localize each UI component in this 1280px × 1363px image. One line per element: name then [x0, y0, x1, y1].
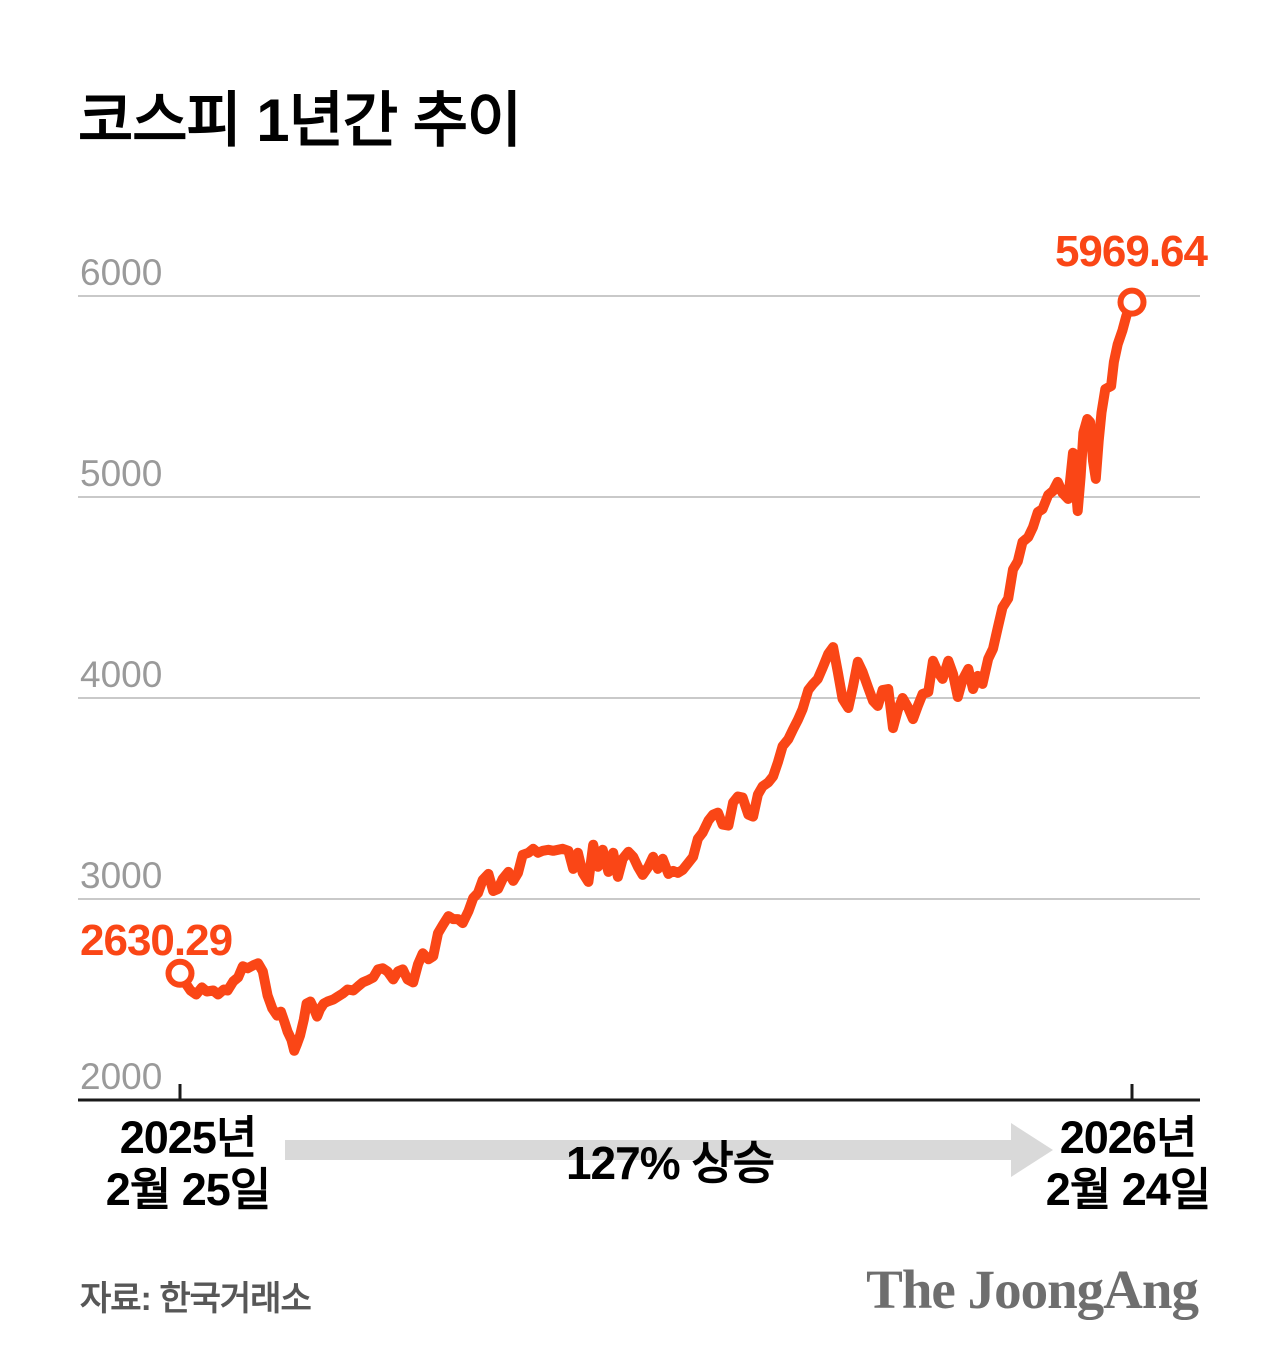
page-title: 코스피 1년간 추이 — [78, 87, 522, 154]
start-value-label: 2630.29 — [80, 916, 233, 965]
end-value-label: 5969.64 — [1054, 227, 1208, 276]
y-tick-label-3000: 3000 — [80, 855, 162, 896]
end-point-marker — [1117, 287, 1147, 317]
x-axis-end-date: 2026년 2월 24일 — [1016, 1112, 1240, 1216]
kospi-series-line — [175, 297, 1137, 1056]
y-tick-label-4000: 4000 — [80, 654, 162, 695]
source-label: 자료: 한국거래소 — [80, 1280, 312, 1318]
change-percent-label: 127% 상승 — [565, 1137, 775, 1189]
end-date-year: 2026년 — [1059, 1112, 1198, 1163]
end-date-day: 2월 24일 — [1045, 1164, 1211, 1216]
start-point-marker — [165, 958, 195, 988]
y-tick-label-2000: 2000 — [80, 1056, 162, 1097]
y-tick-label-5000: 5000 — [80, 453, 162, 494]
joongang-logo: The JoongAng — [866, 1259, 1199, 1320]
start-date-day: 2월 25일 — [105, 1164, 271, 1216]
start-date-year: 2025년 — [119, 1112, 258, 1163]
increase-arrow-bar — [285, 1140, 1011, 1160]
increase-arrow-head-icon — [1011, 1123, 1053, 1177]
y-tick-label-6000: 6000 — [80, 252, 162, 293]
x-axis-start-date: 2025년 2월 25일 — [78, 1112, 298, 1216]
